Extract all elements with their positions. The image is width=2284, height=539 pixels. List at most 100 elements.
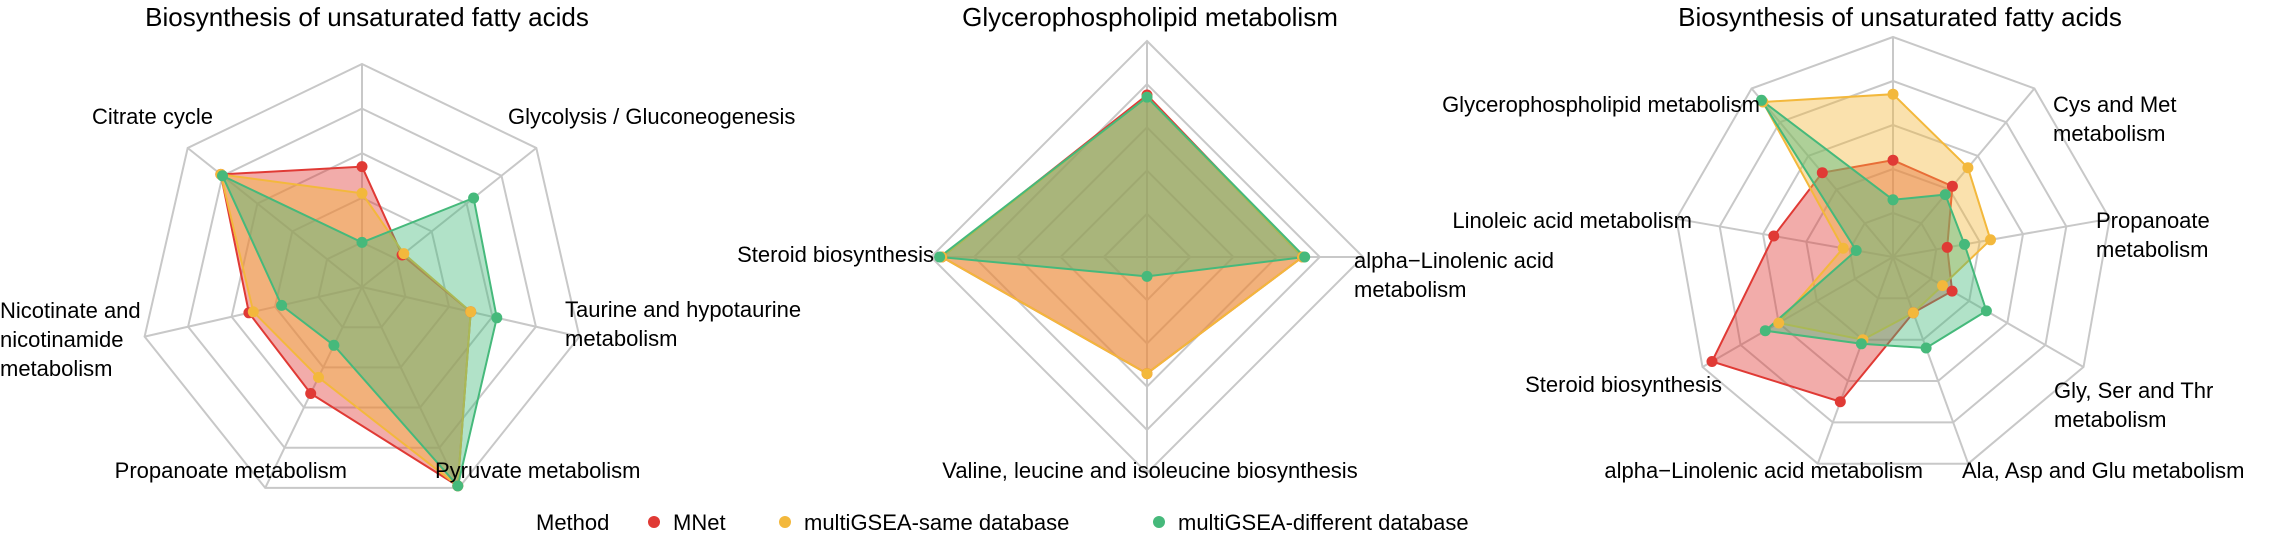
chart-3-axis-label-propanoate: Propanoate metabolism	[2096, 208, 2216, 262]
chart-1-point-multigsea-different	[356, 236, 368, 248]
chart-1-radar	[143, 62, 581, 492]
chart-2-axis-label-alpha: alpha−Linolenic acid metabolism	[1354, 248, 1560, 302]
chart-3-axis-label-gly-line1: Gly, Ser and Thr	[2054, 378, 2213, 403]
chart-1-point-mnet	[305, 388, 317, 399]
chart-3-point-mnet	[1946, 285, 1958, 297]
chart-3-spoke	[1816, 256, 1894, 465]
legend-label-mnet: MNet	[673, 510, 726, 535]
chart-3-grid-ring	[1675, 35, 2111, 465]
chart-3-point-multigsea-same	[1773, 317, 1785, 329]
chart-3-point-multigsea-same	[1887, 88, 1899, 100]
chart-3-axis-label-gly-line2: metabolism	[2054, 407, 2166, 432]
chart-1-point-multigsea-different	[468, 192, 480, 204]
chart-3-point-multigsea-different	[1939, 189, 1951, 201]
chart-1-axis-label-nicotinate-line3: metabolism	[0, 356, 112, 381]
chart-3-radar	[1675, 35, 2111, 465]
chart-1-point-multigsea-same	[356, 187, 368, 199]
chart-3-axis-label-gly: Gly, Ser and Thr metabolism	[2054, 378, 2220, 432]
chart-3-point-mnet	[1941, 241, 1953, 253]
legend-title: Method	[536, 510, 609, 535]
chart-2-title: Glycerophospholipid metabolism	[962, 2, 1338, 32]
chart-2-point-multigsea-different	[1141, 91, 1153, 103]
chart-3-axis-label-ala: Ala, Asp and Glu metabolism	[1962, 458, 2244, 483]
chart-1-point-multigsea-different	[328, 339, 340, 351]
chart-1-axis-label-pyruvate: Pyruvate metabolism	[435, 458, 640, 483]
legend-label-multigsea-same: multiGSEA-same database	[804, 510, 1069, 535]
chart-2-point-multigsea-different	[1299, 251, 1311, 263]
legend-label-multigsea-different: multiGSEA-different database	[1178, 510, 1469, 535]
chart-1-point-multigsea-same	[398, 248, 410, 260]
chart-1-point-multigsea-different	[276, 299, 288, 311]
chart-3-axis-label-steroid: Steroid biosynthesis	[1525, 372, 1722, 397]
chart-3-point-mnet	[1768, 230, 1780, 242]
chart-3-axis-label-propanoate-line1: Propanoate	[2096, 208, 2210, 233]
chart-3-axis-label-alpha: alpha−Linolenic acid metabolism	[1604, 458, 1923, 483]
chart-3-point-mnet	[1946, 180, 1958, 192]
chart-3-series-multigsea-same-area	[1761, 93, 1992, 341]
chart-3-series-multigsea-different-area	[1760, 99, 1988, 350]
chart-1-axis-label-propanoate: Propanoate metabolism	[115, 458, 347, 483]
chart-1-axis-label-taurine-line2: metabolism	[565, 326, 677, 351]
chart-1-spoke	[361, 286, 460, 489]
chart-3-point-multigsea-different	[1850, 245, 1862, 256]
legend: Method MNet multiGSEA-same database mult…	[536, 510, 1469, 535]
chart-3-axis-label-cys: Cys and Met metabolism	[2053, 92, 2183, 146]
legend-swatch-multigsea-different	[1153, 516, 1165, 528]
chart-1-axis-label-glycolysis: Glycolysis / Gluconeogenesis	[508, 104, 795, 129]
chart-3-spoke	[1892, 256, 1970, 465]
chart-3-axis-label-propanoate-line2: metabolism	[2096, 237, 2208, 262]
chart-3-point-multigsea-different	[1756, 94, 1767, 106]
chart-3-axis-label-linoleic: Linoleic acid metabolism	[1452, 208, 1692, 233]
chart-3-axis-labels: Glycerophospholipid metabolism Cys and M…	[1442, 92, 2244, 483]
chart-1-point-mnet	[356, 161, 368, 173]
chart-3-grid-ring	[1805, 167, 1981, 341]
chart-1-axis-label-taurine-line1: Taurine and hypotaurine	[565, 297, 801, 322]
chart-1-axis-label-taurine: Taurine and hypotaurine metabolism	[565, 297, 807, 351]
chart-1-grid-ring	[230, 152, 494, 409]
chart-3-point-mnet	[1834, 396, 1846, 408]
chart-2-axis-label-steroid: Steroid biosynthesis	[737, 242, 934, 267]
chart-1-axis-label-nicotinate-line1: Nicotinate and	[0, 298, 141, 323]
chart-2-point-multigsea-different	[1141, 270, 1153, 282]
chart-2-axis-label-valine: Valine, leucine and isoleucine biosynthe…	[942, 458, 1357, 483]
chart-3-axis-label-cys-line1: Cys and Met	[2053, 92, 2177, 117]
chart-3-point-multigsea-same	[1985, 234, 1996, 246]
chart-3-point-multigsea-different	[1759, 325, 1771, 337]
chart-1-point-multigsea-different	[217, 170, 228, 182]
chart-1-series-multigsea-different-area	[220, 173, 498, 489]
chart-3-point-multigsea-same	[1937, 280, 1948, 292]
chart-1-point-multigsea-same	[313, 371, 324, 383]
chart-1-spoke	[361, 147, 537, 288]
chart-1-grid-ring	[273, 196, 451, 369]
chart-1-axis-label-citrate: Citrate cycle	[92, 104, 213, 129]
chart-1-point-multigsea-same	[465, 306, 477, 318]
legend-swatch-multigsea-same	[779, 516, 791, 528]
chart-3-axis-label-cys-line2: metabolism	[2053, 121, 2165, 146]
chart-3-point-mnet	[1816, 167, 1828, 179]
chart-1-point-multigsea-different	[491, 312, 503, 324]
chart-1-axis-label-nicotinate-line2: nicotinamide	[0, 327, 124, 352]
chart-2-axis-labels: Steroid biosynthesis alpha−Linolenic aci…	[737, 242, 1560, 483]
chart-1-axis-labels: Glycolysis / Gluconeogenesis Taurine and…	[0, 104, 807, 483]
chart-3-point-multigsea-same	[1962, 162, 1974, 174]
chart-3-point-multigsea-different	[1959, 238, 1970, 250]
chart-1-point-multigsea-different	[452, 480, 464, 492]
chart-3-spoke	[1701, 256, 1894, 368]
chart-3-point-multigsea-different	[1855, 338, 1867, 350]
chart-3-point-mnet	[1706, 356, 1718, 367]
chart-3-series-mnet-area	[1710, 159, 1954, 403]
chart-3-title: Biosynthesis of unsaturated fatty acids	[1678, 2, 2122, 32]
chart-3-point-multigsea-same	[1907, 307, 1919, 319]
chart-3-axis-label-glycerophospholipid: Glycerophospholipid metabolism	[1442, 92, 1760, 117]
chart-2-point-multigsea-different	[934, 251, 946, 263]
chart-2-radar	[929, 39, 1365, 475]
chart-1-grid-ring	[187, 107, 537, 449]
chart-3-grid-ring	[1718, 79, 2068, 424]
chart-2-axis-label-alpha-line2: metabolism	[1354, 277, 1466, 302]
chart-1-grid-ring	[143, 62, 581, 489]
chart-1-point-multigsea-same	[247, 306, 259, 318]
chart-3-grid-ring	[1848, 211, 1938, 300]
chart-1-grid-ring	[317, 241, 407, 329]
chart-1-spoke	[264, 286, 363, 489]
